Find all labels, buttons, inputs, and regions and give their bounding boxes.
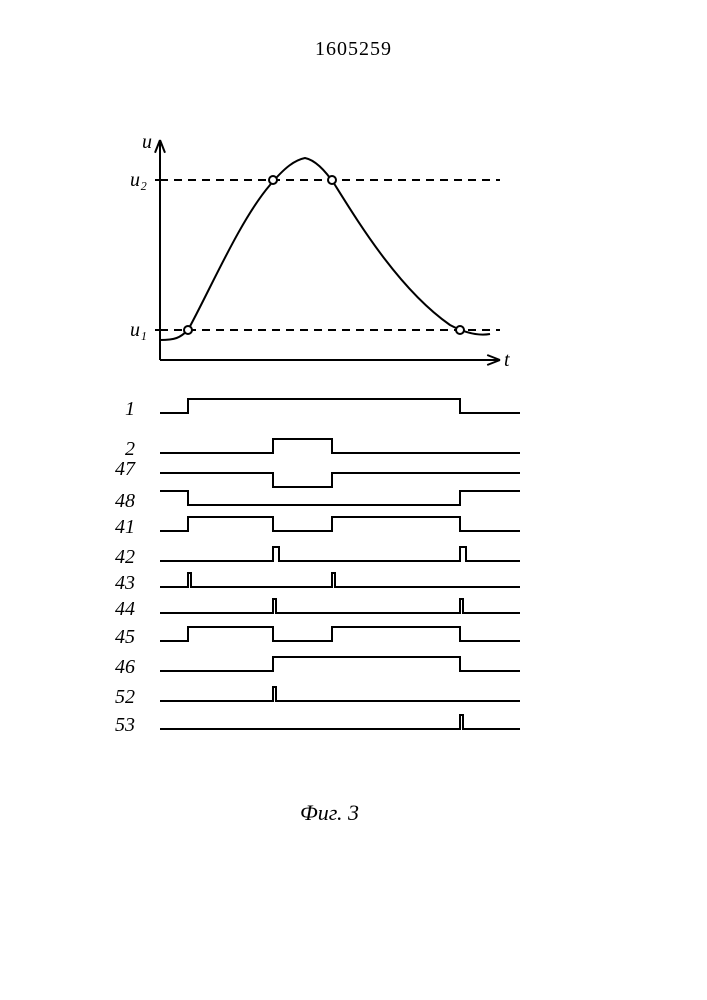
svg-text:41: 41 [115,516,135,538]
svg-text:52: 52 [115,686,135,708]
svg-text:1: 1 [125,398,135,420]
analog-chart: u t u₁ u₂ [100,130,520,390]
svg-text:53: 53 [115,714,135,736]
svg-text:2: 2 [125,438,135,460]
svg-text:48: 48 [115,490,135,512]
timing-diagram: 1 247 48 41 42 43 44 45 46 52 53 [100,395,560,795]
svg-text:u: u [142,131,152,153]
svg-text:42: 42 [115,546,135,568]
page-number: 1605259 [0,38,707,61]
svg-text:43: 43 [115,572,135,594]
svg-text:u₂: u₂ [130,169,147,191]
svg-text:t: t [504,349,510,371]
svg-text:u₁: u₁ [130,319,147,341]
svg-text:44: 44 [115,598,135,620]
svg-text:45: 45 [115,626,135,648]
svg-text:46: 46 [115,656,135,678]
figure-caption: Фиг. 3 [300,800,359,826]
svg-text:47: 47 [115,458,136,480]
